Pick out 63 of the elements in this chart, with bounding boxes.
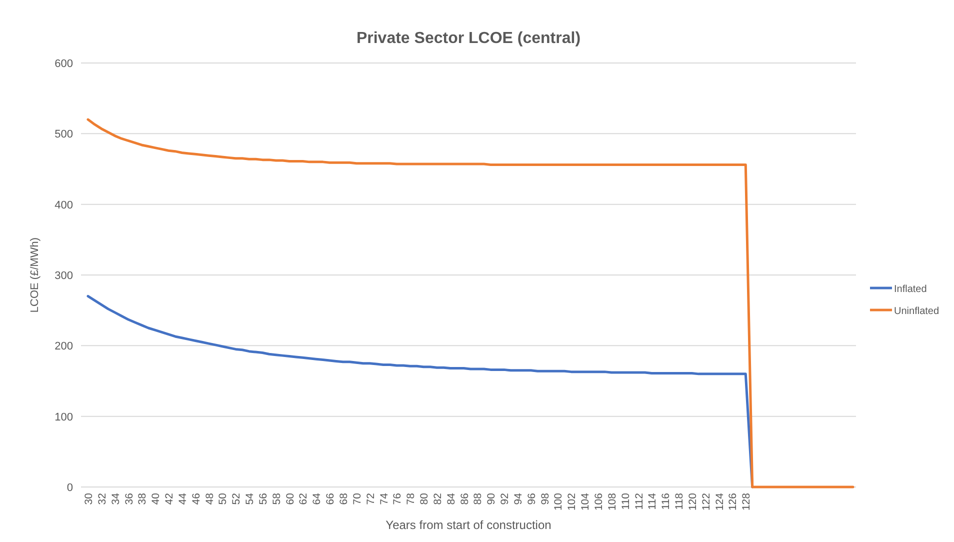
x-tick-label: 112 [633,492,646,510]
x-tick-label: 74 [378,492,390,505]
x-tick-label: 58 [270,492,283,505]
chart-title: Private Sector LCOE (central) [356,30,581,47]
x-tick-label: 48 [204,492,216,505]
legend-label: Inflated [894,284,927,295]
x-tick-label: 72 [364,492,377,505]
x-tick-label: 118 [674,492,686,510]
x-tick-label: 80 [418,492,431,505]
x-tick-label: 54 [244,492,256,505]
y-tick-label: 500 [54,128,73,141]
x-tick-label: 122 [700,492,712,511]
x-tick-label: 50 [217,492,230,505]
y-tick-label: 600 [54,58,73,70]
x-tick-label: 40 [150,492,162,505]
y-tick-label: 400 [54,199,73,212]
x-tick-label: 34 [110,492,122,505]
x-tick-label: 126 [727,492,740,511]
x-tick-label: 128 [740,492,753,511]
x-tick-label: 56 [257,492,270,505]
x-tick-label: 92 [499,492,512,505]
x-tick-label: 114 [646,492,659,510]
x-tick-label: 30 [83,492,95,505]
y-tick-label: 0 [66,482,73,494]
x-tick-label: 32 [96,492,108,505]
x-tick-label: 124 [714,492,726,511]
x-tick-label: 52 [230,492,243,505]
y-tick-label: 100 [54,411,73,424]
x-tick-label: 46 [190,492,202,505]
y-axis-title: LCOE (£/MWh) [29,237,41,313]
x-tick-label: 104 [580,492,592,511]
x-tick-label: 106 [593,492,605,511]
x-tick-label: 94 [512,492,524,505]
x-tick-label: 120 [686,492,699,511]
x-tick-label: 64 [311,492,324,505]
x-tick-label: 98 [539,492,552,505]
x-tick-label: 96 [526,492,538,505]
line-series [86,118,854,488]
x-tick-label: 110 [620,492,632,510]
x-tick-label: 68 [338,492,350,505]
x-tick-label: 102 [566,492,578,511]
x-tick-label: 82 [432,492,444,505]
x-tick-label: 38 [136,492,149,505]
x-tick-label: 76 [392,492,404,505]
x-tick-label: 116 [660,492,672,510]
x-tick-label: 86 [458,492,471,505]
x-tick-label: 44 [176,492,189,505]
x-tick-label: 88 [472,492,484,505]
x-tick-label: 78 [405,492,418,505]
x-tick-label: 84 [445,492,458,505]
x-tick-label: 42 [164,492,176,505]
x-tick-label: 90 [486,492,498,505]
x-tick-label: 70 [351,492,364,505]
x-tick-label: 108 [606,492,618,511]
legend-label: Uninflated [894,306,940,317]
x-axis-title: Years from start of construction [386,518,552,532]
x-tick-label: 66 [324,492,337,505]
x-tick-label: 100 [552,492,565,511]
y-tick-label: 200 [54,340,73,353]
x-tick-label: 62 [298,492,310,505]
y-tick-label: 300 [54,270,73,282]
x-tick-label: 36 [123,492,136,505]
x-tick-label: 60 [284,492,296,505]
